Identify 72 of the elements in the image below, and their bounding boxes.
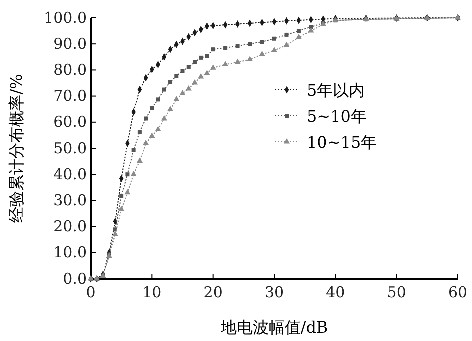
y-tick-label: 80.0 [54,61,87,79]
point [118,206,125,212]
point [132,148,136,152]
point [210,64,216,70]
point [234,58,241,64]
point [143,140,150,146]
point [120,194,124,198]
point [248,42,252,46]
x-tick-label: 30 [264,284,284,302]
point [205,54,210,58]
point [112,231,119,236]
y-tick-label: 0.0 [63,270,87,288]
point [236,44,240,48]
point [161,115,168,121]
y-axis-title: 经验累计分布概率/% [7,74,26,223]
point [284,32,289,37]
point [192,60,197,64]
point [272,36,276,41]
point [309,25,314,30]
y-tick-label: 30.0 [54,192,87,210]
point [126,172,130,177]
x-tick-label: 20 [204,284,223,302]
legend-label: 5~10年 [307,107,367,126]
y-tick-label: 100.0 [44,8,87,27]
x-tick-label: 40 [326,284,346,302]
point [211,48,216,52]
x-tick-label: 50 [387,284,406,302]
point [130,171,137,176]
point [186,85,192,91]
point [222,61,229,66]
y-tick-label: 50.0 [54,139,87,158]
point [136,158,143,164]
point [271,47,278,52]
x-tick-label: 10 [142,284,162,302]
legend-label: 10~15年 [307,133,378,152]
point [192,79,198,85]
point [156,98,160,102]
point [174,96,180,102]
point [167,106,174,112]
y-tick-label: 90.0 [54,34,87,53]
point [124,189,131,195]
point [162,88,166,92]
point [174,74,179,78]
y-tick-label: 10.0 [54,244,87,262]
point [168,80,173,84]
point [180,90,186,96]
point [155,126,162,132]
y-tick-label: 70.0 [54,87,87,106]
point [150,106,154,110]
point [296,29,301,34]
point [260,40,264,44]
y-tick-label: 40.0 [54,165,87,184]
legend-label: 5年以内 [307,81,366,100]
point [180,69,185,74]
point [224,46,228,50]
point [296,34,302,40]
x-tick-label: 0 [86,284,96,302]
point [186,65,191,70]
x-tick-label: 60 [448,284,468,302]
point [204,70,210,76]
point [138,130,142,134]
point [284,42,290,48]
point [149,132,156,138]
point [259,51,266,56]
y-tick-label: 20.0 [54,218,87,236]
point [199,56,204,60]
x-axis-title: 地电波幅值/dB [220,318,328,337]
point [144,116,148,121]
point [308,28,314,33]
point [246,56,254,62]
point [198,73,204,79]
y-tick-label: 60.0 [54,113,87,132]
